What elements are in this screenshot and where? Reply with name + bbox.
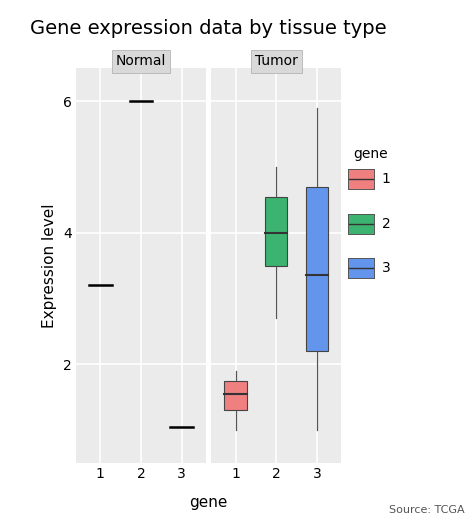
Text: Source: TCGA: Source: TCGA bbox=[389, 505, 465, 515]
Text: gene: gene bbox=[190, 495, 228, 510]
Bar bbox=[224, 381, 247, 410]
Text: gene: gene bbox=[353, 147, 388, 161]
Text: 1: 1 bbox=[382, 172, 391, 186]
Y-axis label: Expression level: Expression level bbox=[42, 204, 57, 328]
Title: Tumor: Tumor bbox=[255, 54, 298, 68]
Text: Gene expression data by tissue type: Gene expression data by tissue type bbox=[30, 19, 387, 38]
Bar bbox=[306, 187, 328, 351]
Bar bbox=[265, 197, 287, 266]
Text: 3: 3 bbox=[382, 261, 390, 275]
Title: Normal: Normal bbox=[116, 54, 166, 68]
Text: 2: 2 bbox=[382, 217, 390, 230]
